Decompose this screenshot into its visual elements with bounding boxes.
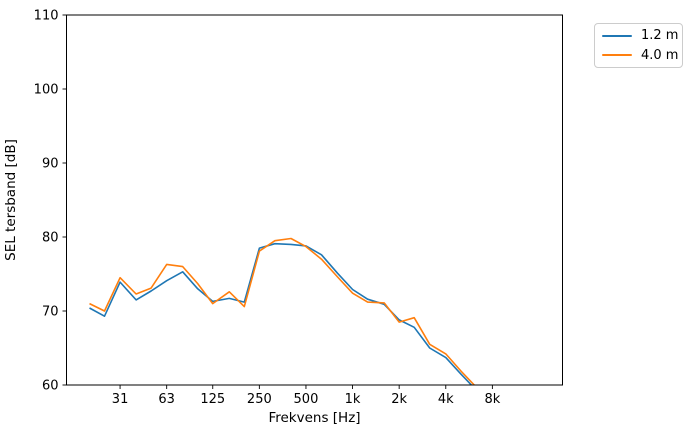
legend-label-1-2m: 1.2 m xyxy=(641,28,679,44)
x-tick-label: 63 xyxy=(158,392,175,407)
y-axis-label: SEL tersband [dB] xyxy=(3,139,19,261)
x-tick-label: 2k xyxy=(391,392,407,407)
legend-item-1-2m: 1.2 m xyxy=(602,26,679,46)
x-axis-label: Frekvens [Hz] xyxy=(268,410,360,426)
y-tick-label: 70 xyxy=(42,305,59,320)
y-tick-label: 80 xyxy=(42,231,59,246)
plot-border xyxy=(66,14,563,386)
x-tick-label: 31 xyxy=(112,392,129,407)
legend-line-swatch-4-0m xyxy=(602,54,632,57)
x-tick-label: 4k xyxy=(438,392,454,407)
legend-item-4-0m: 4.0 m xyxy=(602,46,679,66)
legend-line-swatch-1-2m xyxy=(602,34,632,37)
x-tick-label: 500 xyxy=(294,392,319,407)
y-tick-label: 100 xyxy=(34,83,59,98)
series-line-1-2-m xyxy=(89,242,473,385)
x-tick-label: 1k xyxy=(345,392,361,407)
y-tick-label: 90 xyxy=(42,157,59,172)
series-line-4-0-m xyxy=(89,237,476,385)
x-tick-label: 8k xyxy=(484,392,500,407)
y-tick-label: 110 xyxy=(34,9,59,24)
legend-label-4-0m: 4.0 m xyxy=(641,47,679,63)
y-tick-label: 60 xyxy=(42,379,59,394)
x-tick-label: 250 xyxy=(247,392,272,407)
legend: 1.2 m 4.0 m xyxy=(594,23,683,68)
x-tick-label: 125 xyxy=(200,392,225,407)
